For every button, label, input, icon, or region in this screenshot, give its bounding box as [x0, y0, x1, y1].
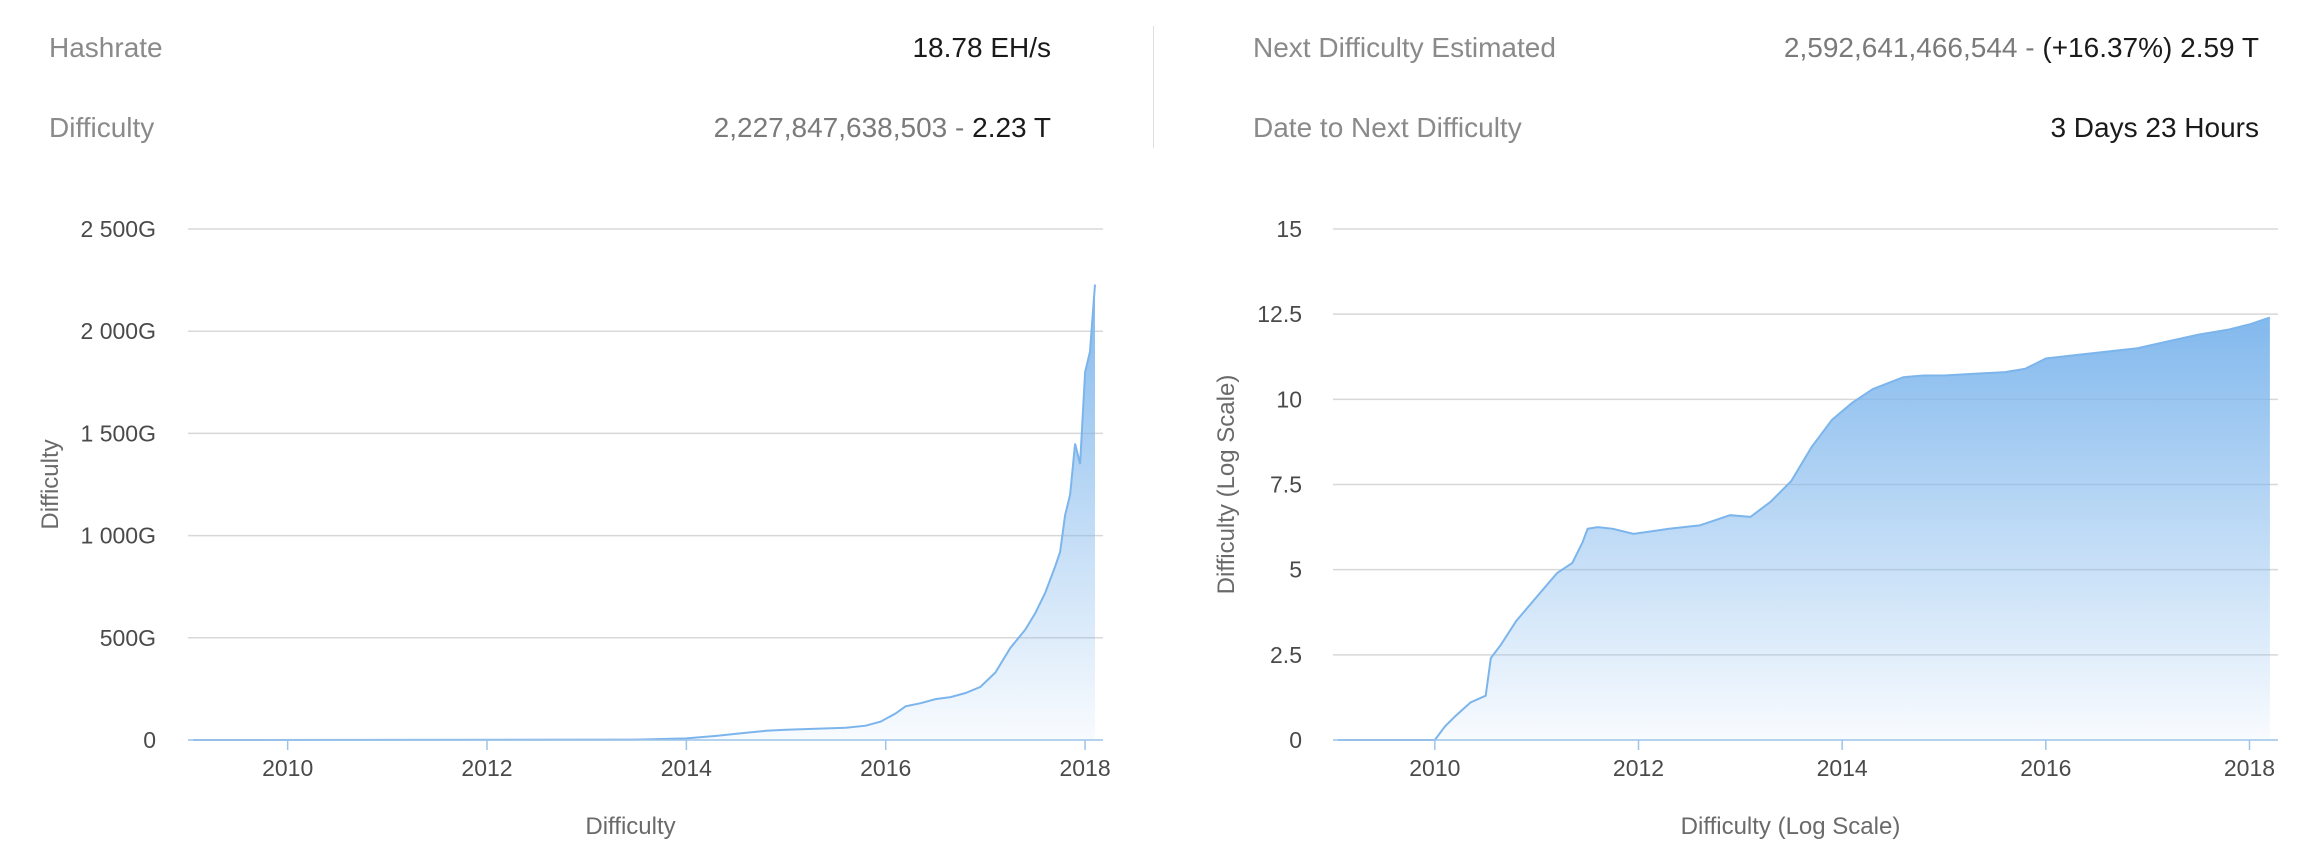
date-to-next-value: 3 Days 23 Hours — [2050, 112, 2259, 143]
next-difficulty-value: 2,592,641,466,544 - (+16.37%) 2.59 T — [1784, 32, 2259, 64]
x-tick-label: 2014 — [661, 755, 712, 781]
difficulty-value-full: 2,227,847,638,503 — [713, 112, 948, 143]
y-tick-label: 0 — [143, 727, 156, 753]
y-tick-label: 500G — [100, 625, 156, 651]
next-difficulty-value-full: 2,592,641,466,544 — [1783, 32, 2018, 63]
stats-divider — [1153, 26, 1154, 148]
x-tick-label: 2012 — [461, 755, 512, 781]
series-area — [193, 284, 1095, 740]
y-tick-label: 1 500G — [81, 420, 156, 446]
next-difficulty-label: Next Difficulty Estimated — [1253, 32, 1556, 63]
y-tick-label: 2 500G — [81, 216, 156, 242]
x-tick-label: 2014 — [1817, 755, 1868, 781]
series-line — [192, 284, 1096, 741]
x-tick-label: 2010 — [1409, 755, 1460, 781]
x-tick-label: 2018 — [2224, 755, 2275, 781]
series-line — [1338, 316, 2271, 741]
y-tick-label: 1 000G — [81, 523, 156, 549]
x-axis-title: Difficulty (Log Scale) — [1681, 813, 1901, 840]
next-difficulty-value-sep: - — [2017, 32, 2043, 63]
x-tick-label: 2016 — [2020, 755, 2071, 781]
y-tick-label: 15 — [1276, 216, 1302, 242]
difficulty-value-sep: - — [947, 112, 973, 143]
y-tick-label: 0 — [1289, 727, 1302, 753]
stats-panel: Hashrate 18.78 EH/s Difficulty 2,227,847… — [0, 0, 2316, 160]
y-tick-label: 12.5 — [1257, 301, 1302, 327]
x-tick-label: 2016 — [860, 755, 911, 781]
y-tick-label: 2 000G — [81, 318, 156, 344]
x-axis-title: Difficulty — [585, 813, 675, 840]
y-axis-title: Difficulty (Log Scale) — [1213, 375, 1240, 595]
date-to-next-label: Date to Next Difficulty — [1253, 112, 1522, 143]
series-area — [1338, 317, 2270, 740]
hashrate-value: 18.78 EH/s — [912, 32, 1051, 63]
x-tick-label: 2018 — [1059, 755, 1110, 781]
y-tick-label: 5 — [1289, 557, 1302, 583]
difficulty-label: Difficulty — [49, 112, 155, 143]
y-tick-label: 7.5 — [1270, 472, 1302, 498]
difficulty-value-short: 2.23 T — [972, 112, 1051, 143]
difficulty-linear-chart: 0 500G 1 000G 1 500G 2 000G 2 500G 2010 2012 201… — [37, 216, 1111, 840]
difficulty-value: 2,227,847,638,503 - 2.23 T — [714, 112, 1051, 144]
y-axis-title: Difficulty — [37, 439, 64, 529]
hashrate-label: Hashrate — [49, 32, 163, 63]
y-tick-label: 10 — [1276, 386, 1302, 412]
x-tick-label: 2012 — [1613, 755, 1664, 781]
next-difficulty-value-short: (+16.37%) 2.59 T — [2042, 32, 2259, 63]
y-tick-label: 2.5 — [1270, 642, 1302, 668]
x-tick-label: 2010 — [262, 755, 313, 781]
